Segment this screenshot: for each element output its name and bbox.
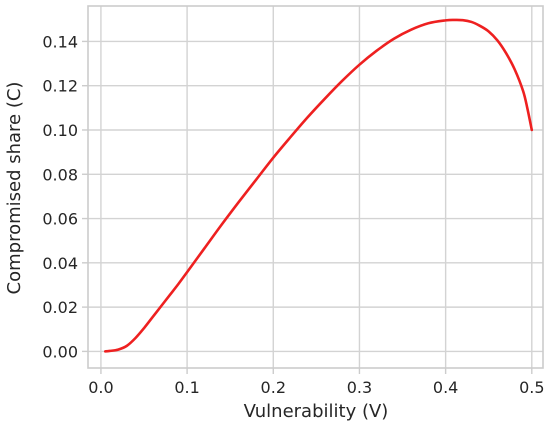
x-tick-label: 0.3: [347, 378, 372, 397]
x-axis-ticks: 0.0 0.1 0.2 0.3 0.4 0.5: [88, 368, 545, 397]
y-tick-label: 0.10: [42, 121, 78, 140]
x-axis-label: Vulnerability (V): [244, 401, 389, 422]
y-axis-ticks: 0.00 0.02 0.04 0.06 0.08 0.10 0.12 0.14: [42, 32, 88, 361]
x-tick-label: 0.4: [433, 378, 458, 397]
y-tick-label: 0.04: [42, 254, 78, 273]
x-tick-label: 0.0: [88, 378, 113, 397]
y-axis-label: Compromised share (C): [4, 82, 25, 295]
x-tick-label: 0.2: [261, 378, 286, 397]
grid: [88, 6, 543, 368]
plot-border: [87, 5, 544, 369]
series-layer: [103, 18, 534, 353]
y-tick-label: 0.14: [42, 32, 78, 51]
series-line: [103, 18, 534, 353]
x-tick-label: 0.1: [174, 378, 199, 397]
x-tick-label: 0.5: [519, 378, 544, 397]
y-tick-label: 0.12: [42, 77, 78, 96]
y-tick-label: 0.06: [42, 210, 78, 229]
y-tick-label: 0.02: [42, 298, 78, 317]
plot-frame: [87, 5, 544, 369]
y-tick-label: 0.00: [42, 342, 78, 361]
y-tick-label: 0.08: [42, 165, 78, 184]
